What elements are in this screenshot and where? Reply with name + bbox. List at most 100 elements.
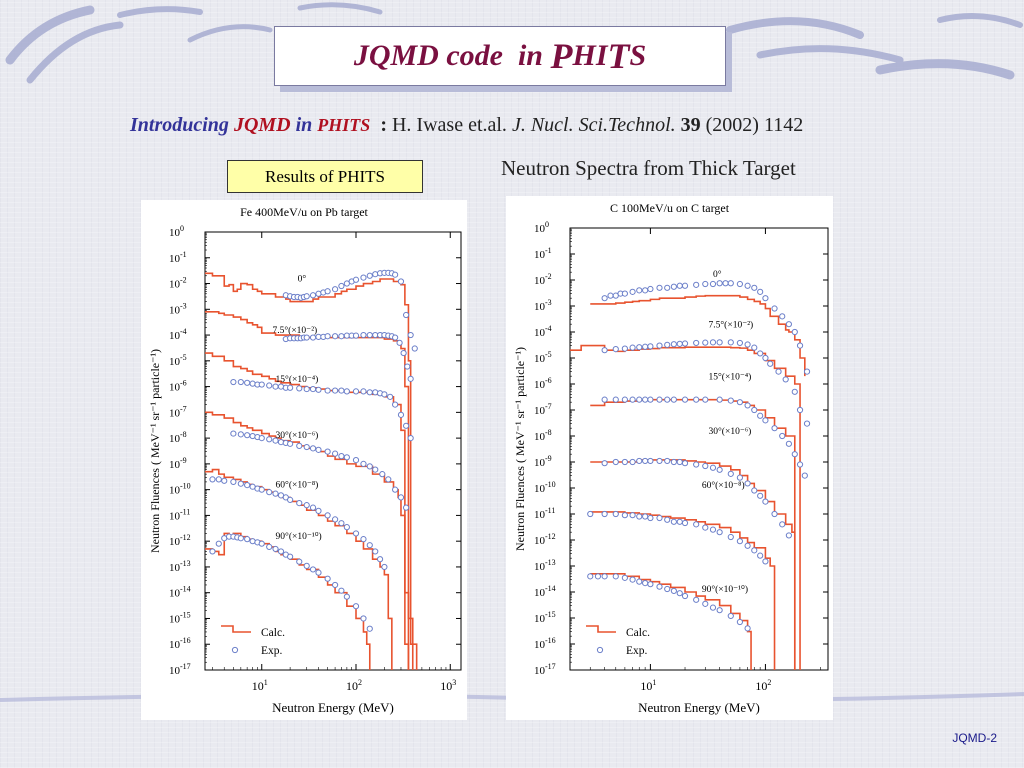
exp-data-point	[366, 272, 373, 279]
exp-data-point	[249, 432, 256, 440]
exp-data-point	[324, 288, 331, 295]
legend-exp-swatch	[231, 646, 239, 654]
exp-data-point	[636, 344, 643, 351]
y-tick-label: 10-13	[534, 558, 556, 573]
calc-series-line	[570, 344, 801, 670]
exp-data-point	[736, 339, 744, 347]
series-label: 30°(×10⁻⁶)	[276, 430, 319, 441]
exp-data-point	[736, 618, 744, 626]
exp-data-point	[642, 396, 649, 403]
exp-data-point	[360, 274, 367, 281]
exp-data-point	[372, 466, 379, 473]
exp-data-point	[785, 532, 792, 539]
exp-data-point	[303, 562, 310, 569]
exp-data-point	[762, 558, 769, 565]
exp-data-point	[727, 280, 734, 287]
exp-data-point	[670, 587, 677, 595]
exp-data-point	[331, 333, 339, 340]
exp-data-point	[272, 437, 279, 444]
exp-data-point	[343, 524, 350, 531]
exp-data-point	[315, 386, 322, 393]
y-tick-label: 10-4	[169, 327, 187, 342]
exp-data-point	[647, 514, 654, 522]
exp-data-point	[296, 558, 303, 565]
exp-data-point	[258, 486, 265, 493]
exp-data-point	[209, 548, 216, 555]
series-label: 60°(×10⁻⁸)	[276, 480, 319, 491]
exp-data-point	[360, 615, 367, 622]
exp-data-point	[400, 349, 407, 357]
exp-data-point	[215, 540, 222, 547]
exp-data-point	[629, 288, 636, 295]
exp-data-point	[402, 504, 410, 511]
exp-data-point	[309, 385, 317, 393]
exp-data-point	[237, 431, 244, 438]
exp-data-point	[360, 460, 367, 467]
exp-data-point	[237, 378, 244, 386]
exp-data-point	[757, 288, 764, 295]
exp-data-point	[266, 543, 273, 550]
exp-data-point	[244, 379, 251, 386]
exp-data-point	[656, 396, 663, 403]
exp-data-point	[612, 458, 619, 466]
intro-year-pages: (2002) 1142	[705, 114, 804, 136]
exp-data-point	[757, 412, 764, 419]
exp-data-point	[636, 578, 643, 585]
exp-data-point	[676, 590, 683, 597]
exp-data-point	[791, 328, 798, 336]
exp-data-point	[352, 332, 360, 339]
exp-data-point	[693, 461, 700, 468]
y-tick-label: 10-3	[169, 301, 187, 316]
exp-data-point	[621, 458, 628, 466]
exp-data-point	[612, 573, 619, 580]
exp-data-point	[258, 540, 265, 547]
exp-data-point	[386, 393, 394, 400]
exp-data-point	[249, 380, 256, 387]
exp-data-point	[258, 381, 265, 388]
series-label: 15°(×10⁻⁴)	[276, 374, 319, 385]
exp-data-point	[343, 593, 350, 600]
y-tick-label: 10-4	[534, 324, 552, 339]
exp-data-point	[338, 333, 345, 340]
calc-series-line	[205, 272, 418, 670]
exp-data-point	[722, 280, 729, 287]
exp-data-point	[237, 480, 244, 487]
y-tick-label: 10-2	[534, 272, 552, 287]
y-tick-label: 10-14	[534, 584, 556, 599]
exp-data-point	[642, 343, 649, 350]
chart-c-c: C 100MeV/u on C target 100 10-1 10-2 10-3 10-…	[513, 201, 829, 715]
exp-data-point	[664, 284, 671, 291]
x-tick-label: 103	[440, 678, 456, 693]
exp-data-point	[411, 345, 418, 352]
exp-data-point	[237, 535, 244, 542]
exp-data-point	[664, 585, 671, 593]
spectra-heading: Neutron Spectra from Thick Target	[501, 156, 796, 180]
y-tick-label: 10-12	[169, 533, 191, 548]
exp-data-point	[303, 385, 310, 393]
legend-calc-swatch	[586, 625, 616, 633]
exp-data-point	[309, 445, 317, 452]
title-phits-t: T	[607, 36, 630, 76]
y-tick-label: 10-8	[534, 428, 552, 443]
exp-data-point	[309, 566, 317, 573]
exp-data-point	[636, 396, 643, 403]
exp-data-point	[338, 520, 345, 527]
exp-data-point	[709, 339, 717, 346]
exp-data-point	[607, 292, 614, 299]
exp-data-point	[244, 432, 251, 439]
exp-data-point	[343, 388, 350, 395]
exp-data-point	[601, 295, 608, 302]
exp-data-point	[407, 375, 414, 382]
series-label: 0°	[713, 269, 722, 280]
exp-data-point	[771, 305, 778, 312]
legend-calc-swatch	[221, 625, 251, 633]
series-label: 0°	[298, 273, 307, 284]
exp-data-point	[338, 587, 345, 594]
y-axis-label: Neutron Fluences ( MeV⁻¹ sr⁻¹ particle⁻¹…	[148, 349, 162, 553]
series-label: 90°(×10⁻¹⁰)	[702, 584, 748, 595]
exp-data-point	[744, 282, 751, 289]
exp-data-point	[366, 389, 373, 396]
exp-data-point	[779, 521, 786, 528]
exp-data-point	[303, 502, 310, 509]
exp-data-point	[736, 474, 744, 481]
